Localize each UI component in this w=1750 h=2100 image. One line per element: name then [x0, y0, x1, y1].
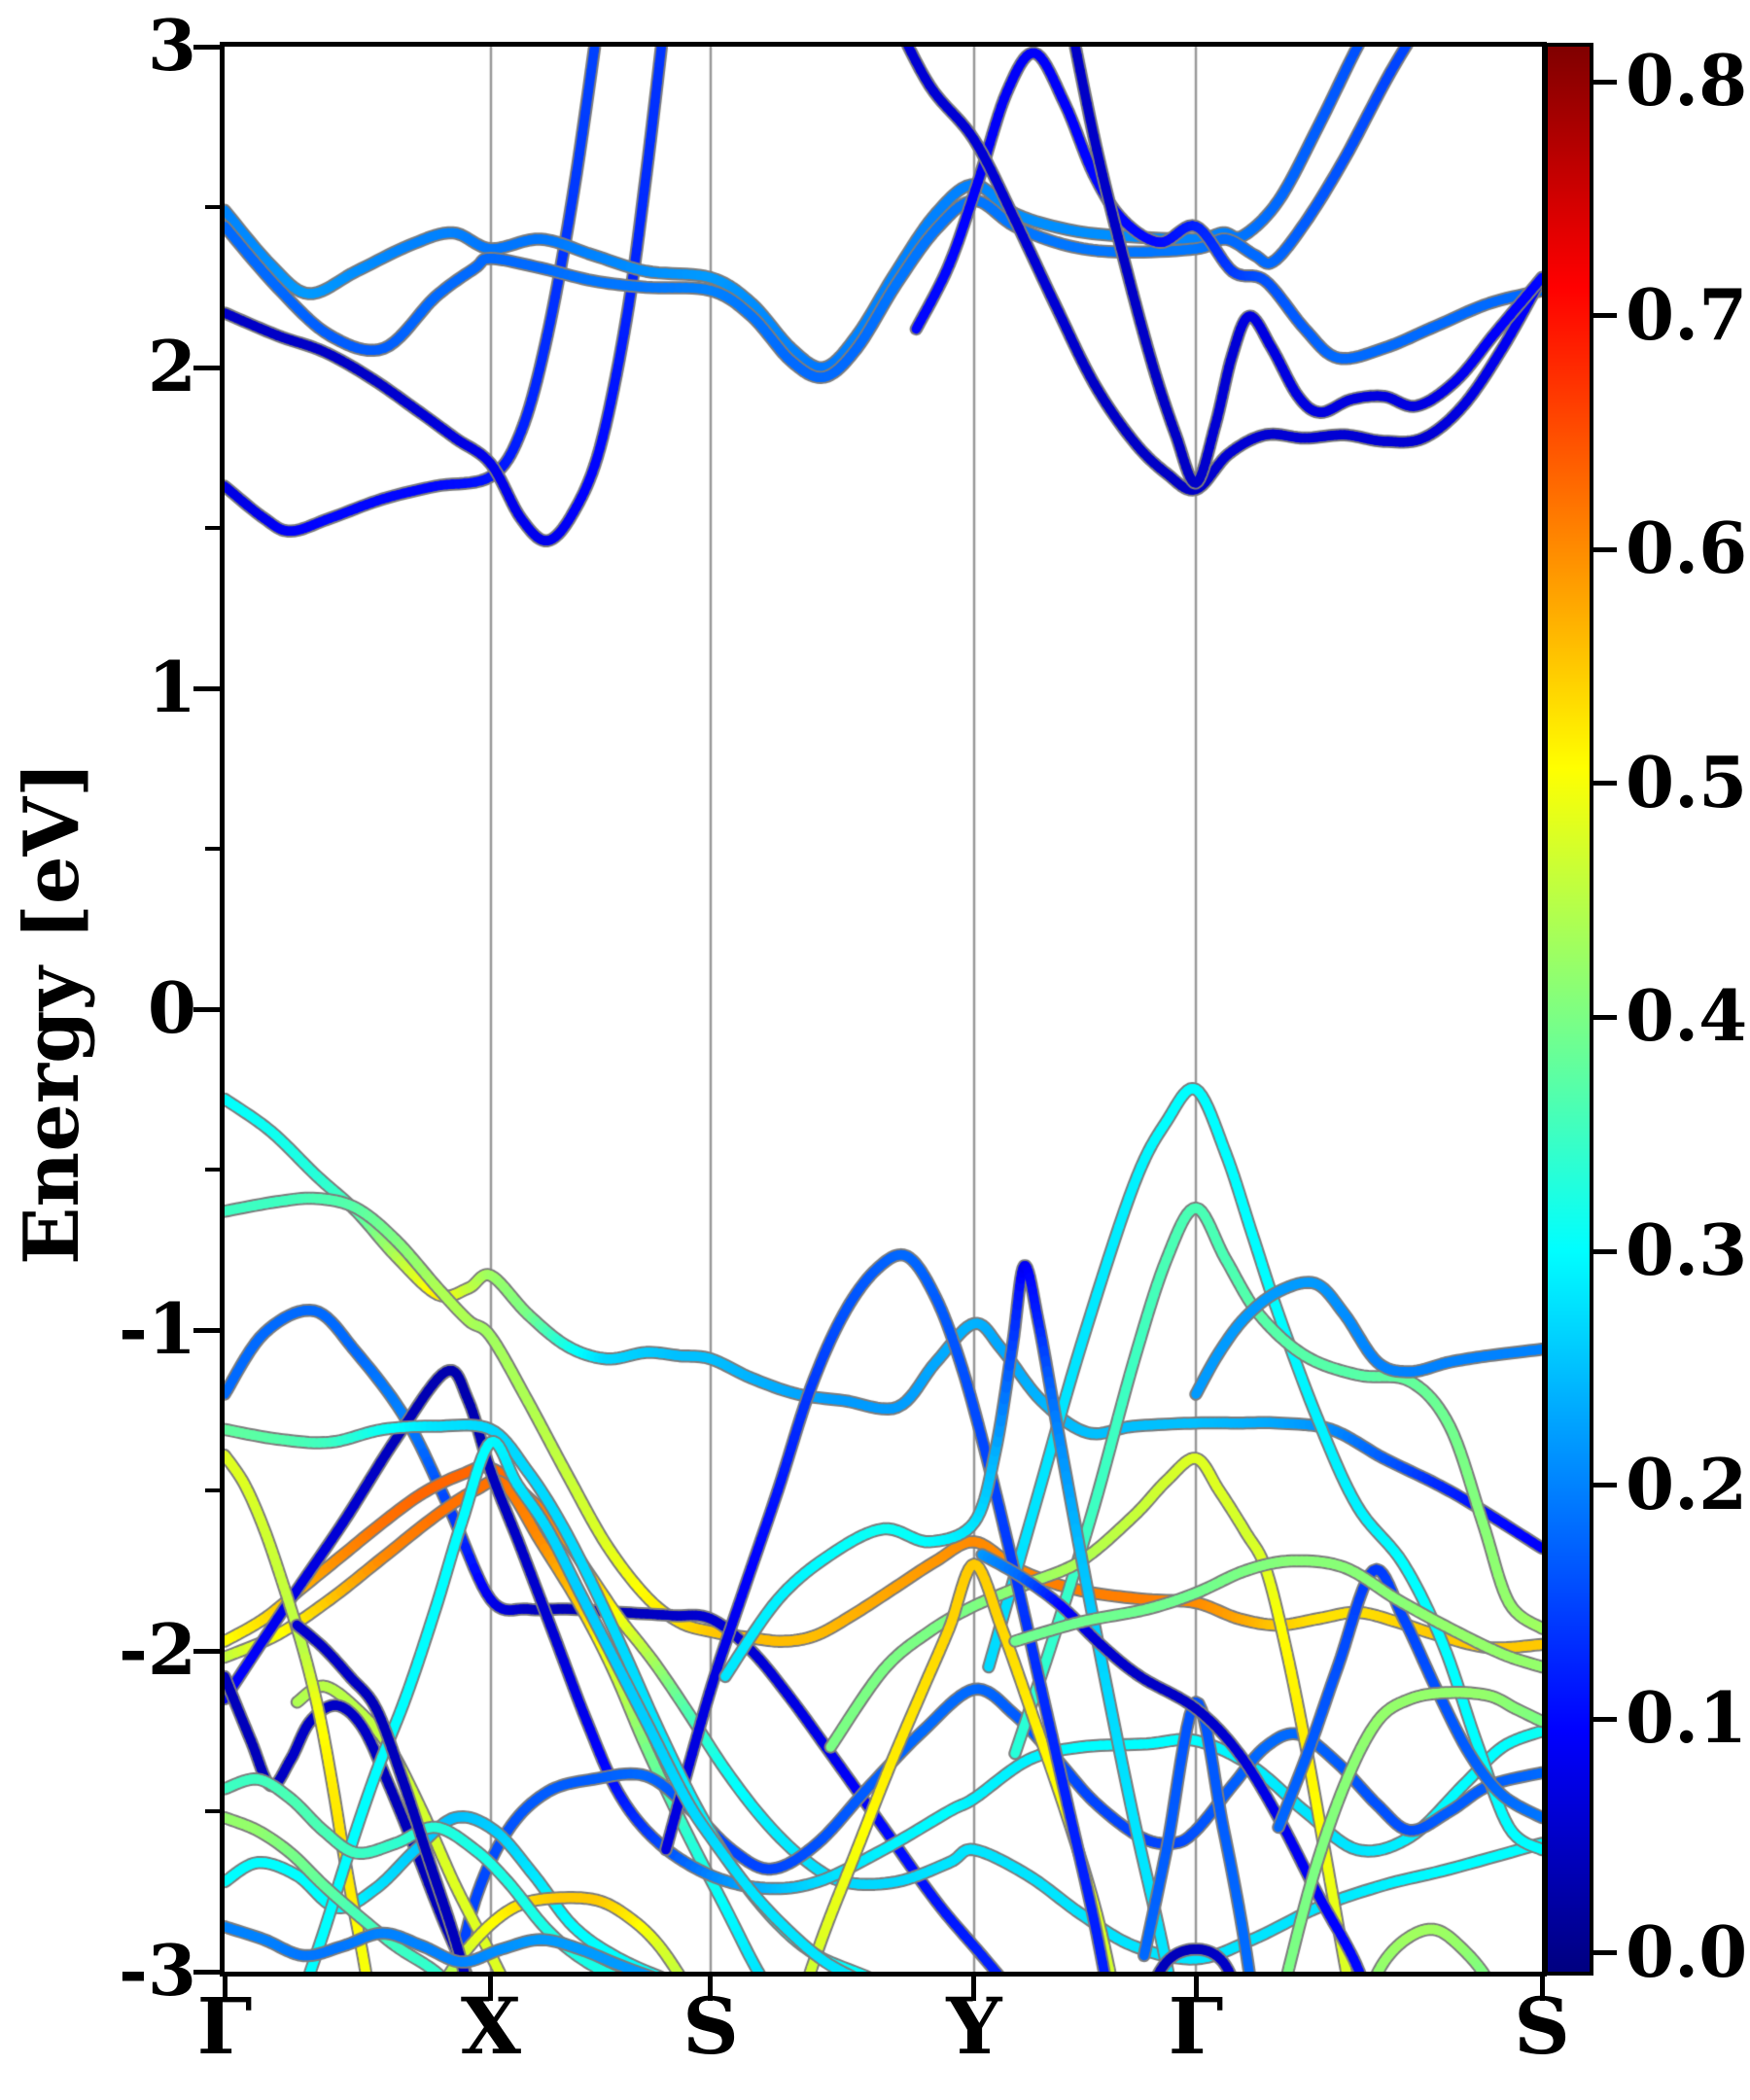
y-tick-label: 0 [147, 966, 196, 1049]
colorbar-tick-label: 0.0 [1626, 1909, 1748, 1993]
y-tick-label: -3 [119, 1929, 196, 2012]
y-tick-label: 1 [147, 646, 196, 728]
colorbar-tick-label: 0.1 [1626, 1676, 1748, 1760]
colorbar-tick-label: 0.3 [1626, 1208, 1748, 1291]
colorbar-tick-mark [1593, 1248, 1617, 1254]
x-tick-mark [971, 1977, 977, 2001]
x-tick-mark [708, 1977, 714, 2001]
colorbar-tick-label: 0.8 [1626, 39, 1748, 122]
y-tick-mark [193, 44, 220, 50]
x-tick-mark [1193, 1977, 1199, 2001]
y-minor-tick-mark [205, 526, 220, 530]
y-tick-mark [193, 365, 220, 370]
y-tick-label: -2 [119, 1608, 196, 1691]
colorbar-tick-mark [1593, 1716, 1617, 1722]
x-tick-mark [222, 1977, 228, 2001]
colorbar-tick-mark [1593, 1950, 1617, 1956]
y-tick-mark [193, 1648, 220, 1654]
y-tick-label: -1 [119, 1287, 196, 1370]
y-minor-tick-mark [205, 1488, 220, 1492]
colorbar-tick-mark [1593, 546, 1617, 552]
y-minor-tick-mark [205, 847, 220, 851]
colorbar-tick-label: 0.2 [1626, 1442, 1748, 1525]
colorbar-tick-label: 0.4 [1626, 974, 1748, 1058]
y-minor-tick-mark [205, 1168, 220, 1172]
y-minor-tick-mark [205, 205, 220, 209]
y-tick-mark [193, 1327, 220, 1333]
colorbar-tick-mark [1593, 79, 1617, 85]
y-tick-mark [193, 1969, 220, 1975]
colorbar-tick-label: 0.5 [1626, 740, 1748, 823]
x-tick-mark [1539, 1977, 1545, 2001]
y-minor-tick-mark [205, 1809, 220, 1813]
colorbar-tick-label: 0.6 [1626, 507, 1748, 590]
colorbar-tick-label: 0.7 [1626, 272, 1748, 356]
y-tick-label: 3 [147, 4, 196, 87]
x-tick-mark [488, 1977, 494, 2001]
y-tick-mark [193, 1006, 220, 1012]
colorbar [1544, 43, 1593, 1976]
band-structure-canvas [225, 47, 1542, 1972]
colorbar-tick-mark [1593, 1483, 1617, 1488]
y-tick-mark [193, 685, 220, 691]
colorbar-tick-mark [1593, 781, 1617, 787]
colorbar-tick-mark [1593, 1014, 1617, 1020]
y-tick-label: 2 [147, 325, 196, 407]
colorbar-tick-mark [1593, 313, 1617, 319]
plot-area [220, 42, 1547, 1977]
